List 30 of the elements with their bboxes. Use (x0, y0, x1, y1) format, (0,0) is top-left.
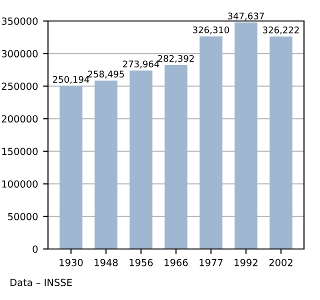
x-tick-label: 1977 (200, 258, 223, 266)
bar (200, 36, 222, 249)
y-tick-label: 0 (32, 245, 38, 253)
x-tick-label: 1930 (60, 258, 83, 266)
x-tick-label: 1948 (94, 258, 118, 266)
y-tick-label: 350000 (2, 17, 38, 25)
bar (270, 36, 292, 249)
x-tick-label: 1966 (164, 258, 188, 266)
x-tick-label: 1992 (234, 258, 258, 266)
bar (60, 86, 82, 249)
data-label: 326,222 (263, 26, 299, 34)
data-label: 282,392 (158, 55, 194, 63)
bar (164, 65, 188, 249)
x-tick-label: 2002 (269, 258, 292, 266)
data-label: 273,964 (123, 60, 160, 68)
bar (234, 22, 258, 249)
bar (94, 80, 118, 249)
y-tick-label: 250000 (2, 82, 38, 90)
y-tick-label: 200000 (2, 115, 38, 123)
x-tick-label: 1956 (130, 258, 153, 266)
data-label: 250,194 (53, 76, 90, 84)
y-tick-label: 50000 (8, 212, 38, 220)
data-label: 258,495 (88, 70, 124, 78)
y-tick-label: 100000 (2, 180, 38, 188)
y-tick-label: 300000 (2, 50, 38, 58)
text: Data – INSSE (10, 278, 72, 286)
data-label: 347,637 (228, 12, 264, 20)
y-tick-label: 150000 (2, 148, 38, 156)
bar (130, 70, 152, 249)
data-label: 326,310 (193, 26, 230, 34)
